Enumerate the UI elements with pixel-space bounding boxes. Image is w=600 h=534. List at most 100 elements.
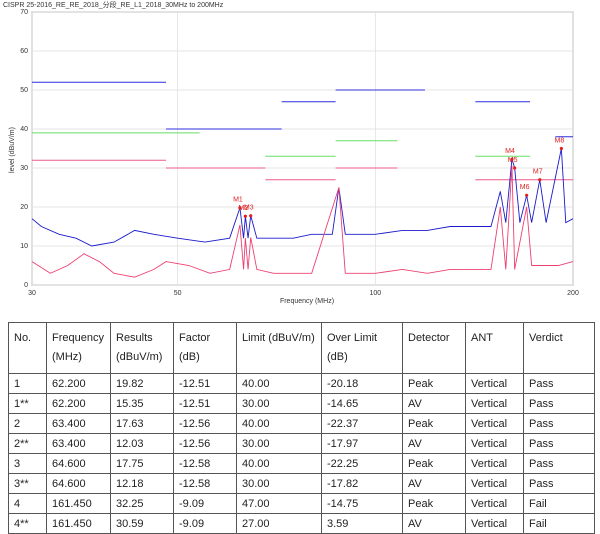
table-cell: 64.600 <box>46 453 111 474</box>
table-cell: Peak <box>402 373 466 394</box>
marker <box>238 206 242 210</box>
table-row: 1 62.200 19.82 -12.51 40.00 -20.18 Peak Vertica… <box>8 373 595 394</box>
table-cell: -20.18 <box>321 373 403 394</box>
series-line <box>31 148 574 247</box>
table-cell: AV <box>402 433 466 454</box>
table-cell: -9.09 <box>173 513 237 534</box>
table-cell: 2 <box>8 413 47 434</box>
header-text: Results <box>116 332 153 344</box>
marker <box>538 178 542 182</box>
table-cell: 1 <box>8 373 47 394</box>
table-cell: 30.00 <box>236 433 322 454</box>
marker-label: M4 <box>505 148 515 155</box>
table-cell: Verdict <box>523 322 595 374</box>
table-cell: Vertical <box>465 453 524 474</box>
table-cell: -17.97 <box>321 433 403 454</box>
header-text: Verdict <box>529 332 563 344</box>
table-cell: Pass <box>523 433 595 454</box>
table-cell: Pass <box>523 453 595 474</box>
table-cell: 47.00 <box>236 493 322 514</box>
plot-area <box>31 11 574 286</box>
table-cell: 17.63 <box>110 413 174 434</box>
chart: CISPR 25-2016_RE_RE_2018_分段_RE_L1_2018_3… <box>3 0 579 305</box>
table-cell: 15.35 <box>110 393 174 414</box>
table-cell: -12.58 <box>173 473 237 494</box>
table-cell: Results (dBuV/m) <box>110 322 174 374</box>
chart-title: CISPR 25-2016_RE_RE_2018_分段_RE_L1_2018_3… <box>3 0 224 9</box>
y-tick-label: 10 <box>20 243 28 250</box>
series-line <box>32 81 573 138</box>
table-cell: Pass <box>523 473 595 494</box>
y-tick-label: 70 <box>20 9 28 16</box>
table-cell: 12.03 <box>110 433 174 454</box>
marker <box>510 157 514 161</box>
table-cell: Vertical <box>465 433 524 454</box>
table-cell: Vertical <box>465 473 524 494</box>
table-cell: AV <box>402 473 466 494</box>
table-cell: -12.56 <box>173 413 237 434</box>
header-text: No. <box>14 332 32 344</box>
table-cell: Vertical <box>465 393 524 414</box>
table-cell: 30.59 <box>110 513 174 534</box>
table-row: 2** 63.400 12.03 -12.56 30.00 -17.97 AV Vertica… <box>8 433 595 454</box>
table-cell: -12.58 <box>173 453 237 474</box>
table-cell: 40.00 <box>236 373 322 394</box>
header-text: Over Limit (dB) <box>327 332 378 363</box>
table-cell: 3.59 <box>321 513 403 534</box>
table-cell: Vertical <box>465 373 524 394</box>
table-cell: 30.00 <box>236 473 322 494</box>
table-cell: 64.600 <box>46 473 111 494</box>
table-cell: Factor (dB) <box>173 322 237 374</box>
header-text: (dB) <box>179 351 200 363</box>
table-cell: -12.51 <box>173 373 237 394</box>
x-tick-label: 100 <box>369 290 381 297</box>
header-text: Limit (dBuV/m) <box>242 332 315 344</box>
table-cell: Peak <box>402 413 466 434</box>
table-cell: -12.56 <box>173 433 237 454</box>
table-cell: Frequency (MHz) <box>46 322 111 374</box>
table-row: 3 64.600 17.75 -12.58 40.00 -22.25 Peak Vertica… <box>8 453 595 474</box>
header-text: Factor <box>179 332 211 344</box>
table-cell: 3** <box>8 473 47 494</box>
y-tick-label: 20 <box>20 204 28 211</box>
table-cell: Pass <box>523 413 595 434</box>
table-cell: Pass <box>523 373 595 394</box>
table-cell: Detector <box>402 322 466 374</box>
x-tick-label: 200 <box>567 290 579 297</box>
y-tick-label: 60 <box>20 48 28 55</box>
table-cell: -22.37 <box>321 413 403 434</box>
table-cell: 4** <box>8 513 47 534</box>
x-tick-label: 30 <box>28 290 36 297</box>
table-cell: 62.200 <box>46 373 111 394</box>
table-cell: Vertical <box>465 413 524 434</box>
y-tick-label: 0 <box>24 282 28 289</box>
marker <box>559 146 563 151</box>
header-text: (MHz) <box>52 351 82 363</box>
table-cell: No. <box>8 322 47 374</box>
y-tick-label: 40 <box>20 126 28 133</box>
table-cell: -17.82 <box>321 473 403 494</box>
table-cell: 17.75 <box>110 453 174 474</box>
marker-label: M5 <box>508 157 518 164</box>
marker-label: M1 <box>233 197 243 204</box>
table-cell: 32.25 <box>110 493 174 514</box>
table-cell: 40.00 <box>236 453 322 474</box>
table-cell: Limit (dBuV/m) <box>236 322 322 374</box>
table-cell: ANT <box>465 322 524 374</box>
table-cell: 12.18 <box>110 473 174 494</box>
table-cell: Peak <box>402 453 466 474</box>
results-table: No. Frequency (MHz) Results (dBuV/m) Factor (d… <box>8 322 595 534</box>
table-cell: 2** <box>8 433 47 454</box>
table-cell: AV <box>402 513 466 534</box>
y-tick-label: 50 <box>20 87 28 94</box>
table-cell: Vertical <box>465 513 524 534</box>
table-row: 1** 62.200 15.35 -12.51 30.00 -14.65 AV Vertica… <box>8 393 595 414</box>
header-text: (dBuV/m) <box>116 351 163 363</box>
table-cell: -14.75 <box>321 493 403 514</box>
table-cell: 3 <box>8 453 47 474</box>
header-text: ANT <box>471 332 493 344</box>
table-cell: AV <box>402 393 466 414</box>
table-cell: -22.25 <box>321 453 403 474</box>
table-row: 2 63.400 17.63 -12.56 40.00 -22.37 Peak Vertica… <box>8 413 595 434</box>
